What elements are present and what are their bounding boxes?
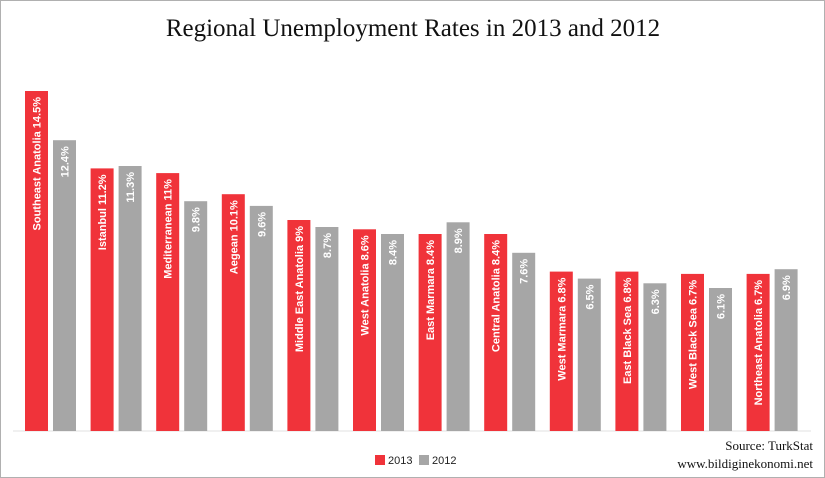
bar-label-2012-aegean: 9.6% [256,212,268,237]
bar-label-2013-east-marmara: East Marmara 8.4% [425,240,437,340]
bar-label-2012-northeast-anatolia: 6.9% [781,275,793,300]
bar-2013-west-black-sea [681,273,704,431]
bar-label-2012-west-marmara: 6.5% [584,284,596,309]
bar-2012-west-marmara [577,278,601,431]
bar-label-2013-west-marmara: West Marmara 6.8% [556,277,568,380]
website-text: www.bildiginekonomi.net [677,456,813,471]
bar-2013-east-black-sea [615,271,639,431]
bar-label-2012-mediterranean: 9.8% [191,207,203,232]
legend-label-2013: 2013 [388,455,412,467]
bar-label-2012-east-marmara: 8.9% [453,228,465,253]
bar-label-2012-southeast-anatolia: 12.4% [60,146,72,177]
bar-2013-central-anatolia [484,234,508,431]
source-text: Source: TurkStat [725,438,813,453]
bar-label-2013-west-anatolia: West Anatolia 8.6% [360,235,372,335]
legend: 2013 2012 [375,455,456,467]
bar-2013-mediterranean [156,173,180,431]
bar-2012-mediterranean [184,201,208,431]
bar-2013-aegean [221,194,245,431]
bar-label-2012-central-anatolia: 7.6% [519,259,531,284]
legend-label-2012: 2012 [432,455,456,467]
bar-2013-east-marmara [418,234,442,431]
bar-2012-southeast-anatolia [53,140,76,431]
bar-2012-aegean [249,205,273,431]
bar-2013-west-marmara [549,271,573,431]
bar-label-2013-east-black-sea: East Black Sea 6.8% [622,277,634,384]
bar-2012-west-anatolia [381,234,404,431]
bar-2012-west-black-sea [709,288,732,431]
bar-2013-middle-east-anatolia [287,220,311,431]
bar-label-2012-istanbul: 11.3% [125,172,137,203]
bars-group: Southeast Anatolia 14.5% Istanbul 11.2% Me… [25,91,798,431]
bar-label-2013-west-black-sea: West Black Sea 6.7% [688,280,700,389]
bar-2012-northeast-anatolia [774,269,798,431]
bar-label-2013-mediterranean: Mediterranean 11% [163,179,175,279]
legend-swatch-2012 [419,455,429,465]
bar-label-2013-southeast-anatolia: Southeast Anatolia 14.5% [32,97,44,231]
bar-label-2013-aegean: Aegean 10.1% [228,200,240,274]
bar-2012-east-black-sea [643,283,667,431]
bar-2012-istanbul [118,166,142,431]
bar-2012-east-marmara [446,222,470,431]
bar-2012-middle-east-anatolia [315,227,339,431]
bar-label-2012-east-black-sea: 6.3% [650,289,662,314]
bar-2012-central-anatolia [512,252,536,431]
bar-label-2012-west-black-sea: 6.1% [716,294,728,319]
bar-2013-southeast-anatolia [25,91,48,431]
bar-label-2012-west-anatolia: 8.4% [388,240,400,265]
bar-label-2013-istanbul: Istanbul 11.2% [97,174,109,250]
bar-label-2012-middle-east-anatolia: 8.7% [322,233,334,258]
bar-2013-northeast-anatolia [746,273,770,431]
chart-title: Regional Unemployment Rates in 2013 and … [166,15,660,42]
bar-2013-istanbul [90,168,114,431]
legend-swatch-2013 [375,455,385,465]
bar-label-2013-northeast-anatolia: Northeast Anatolia 6.7% [753,280,765,406]
bar-2013-west-anatolia [353,229,376,431]
bar-label-2013-central-anatolia: Central Anatolia 8.4% [491,240,503,352]
bar-label-2013-middle-east-anatolia: Middle East Anatolia 9% [294,226,306,352]
